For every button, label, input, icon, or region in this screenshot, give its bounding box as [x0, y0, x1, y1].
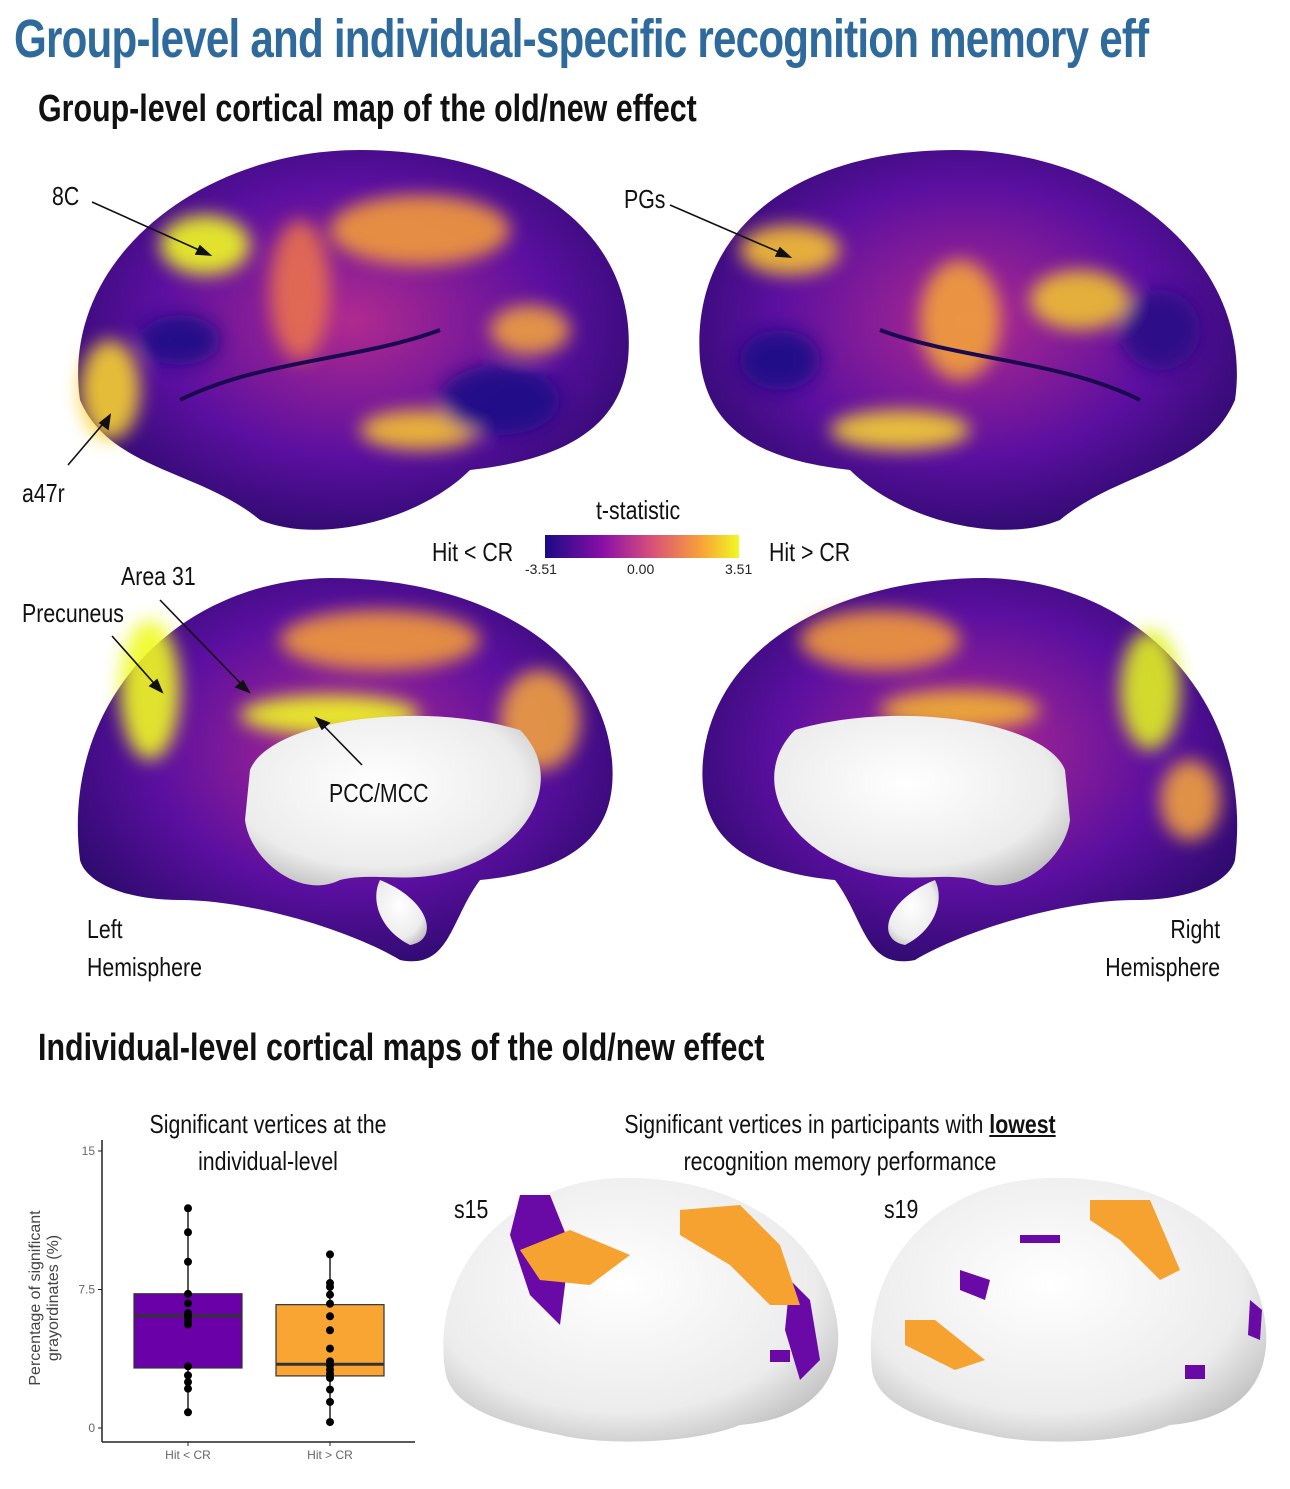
subjects-title-emphasis: lowest	[989, 1109, 1056, 1139]
data-point	[184, 1257, 192, 1266]
data-point	[184, 1384, 192, 1393]
boxplot-title: Significant vertices at the individual-l…	[118, 1106, 418, 1180]
data-point	[326, 1344, 334, 1353]
boxplot-title-line2: individual-level	[198, 1146, 338, 1176]
data-point	[326, 1312, 334, 1321]
data-point	[326, 1290, 334, 1299]
data-point	[184, 1362, 192, 1371]
label-pcc-mcc: PCC/MCC	[329, 778, 429, 808]
label-a47r: a47r	[22, 478, 65, 508]
data-point	[184, 1204, 192, 1213]
subject-label-s19: s19	[884, 1194, 919, 1224]
y-axis-label-line1: Percentage of significant	[27, 1210, 44, 1386]
subject-s19-brain	[870, 1177, 1267, 1442]
colorbar-tick-mid: 0.00	[627, 561, 655, 577]
colorbar-tick-max: 3.51	[725, 561, 753, 577]
subject-label-s15: s15	[454, 1194, 489, 1224]
y-tick-label: 0	[88, 1421, 95, 1435]
data-point	[326, 1385, 334, 1394]
y-tick-label: 7.5	[78, 1283, 95, 1297]
colorbar	[545, 535, 739, 558]
individual-section-heading: Individual-level cortical maps of the ol…	[38, 1027, 765, 1069]
subjects-title: Significant vertices in participants wit…	[480, 1106, 1200, 1180]
right-lateral-brain	[699, 150, 1237, 530]
data-point	[184, 1371, 192, 1380]
data-point	[326, 1326, 334, 1335]
y-tick-label: 15	[82, 1144, 96, 1158]
right-medial-brain	[702, 578, 1238, 962]
boxplot-chart: 0 7.5 15 Hit < CR Hit > CR	[78, 1140, 415, 1462]
group-section-heading: Group-level cortical map of the old/new …	[38, 88, 697, 130]
left-lateral-brain	[78, 150, 629, 530]
data-point	[184, 1228, 192, 1237]
right-hemisphere-line1: Right	[1170, 914, 1220, 944]
label-precuneus: Precuneus	[22, 598, 124, 628]
x-tick-label: Hit < CR	[165, 1448, 211, 1462]
label-8c: 8C	[52, 181, 80, 211]
left-hemisphere-line1: Left	[87, 914, 123, 944]
data-point	[326, 1418, 334, 1427]
left-medial-brain	[77, 578, 613, 962]
subjects-title-line2: recognition memory performance	[683, 1146, 997, 1176]
data-point	[184, 1378, 192, 1387]
label-pgs: PGs	[624, 184, 666, 214]
right-hemisphere-label: Right Hemisphere	[1105, 910, 1220, 986]
data-point	[184, 1320, 192, 1329]
data-point	[326, 1250, 334, 1259]
boxplot-title-line1: Significant vertices at the	[149, 1109, 387, 1139]
label-area31: Area 31	[121, 561, 196, 591]
data-point	[184, 1289, 192, 1298]
boxplot-y-axis-label: Percentage of significant grayordinates …	[27, 1183, 63, 1413]
figure-title: Group-level and individual-specific reco…	[14, 9, 1149, 69]
subjects-title-prefix: Significant vertices in participants wit…	[624, 1109, 990, 1139]
left-hemisphere-label: Left Hemisphere	[87, 910, 202, 986]
colorbar-left-label: Hit < CR	[432, 537, 514, 567]
data-point	[184, 1408, 192, 1417]
annotation-arrows	[67, 201, 793, 766]
x-tick-label: Hit > CR	[307, 1448, 353, 1462]
y-axis-label-line2: grayordinates (%)	[45, 1234, 62, 1362]
subjects-title-line1: Significant vertices in participants wit…	[545, 1106, 1135, 1143]
colorbar-right-label: Hit > CR	[769, 537, 851, 567]
colorbar-title: t-statistic	[596, 495, 681, 525]
subject-s15-brain	[443, 1177, 839, 1442]
right-hemisphere-line2: Hemisphere	[1105, 952, 1220, 982]
data-point	[326, 1397, 334, 1406]
data-point	[184, 1299, 192, 1308]
data-point	[326, 1373, 334, 1382]
left-hemisphere-line2: Hemisphere	[87, 952, 202, 982]
colorbar-tick-min: -3.51	[525, 561, 557, 577]
data-point	[326, 1282, 334, 1291]
data-point	[326, 1299, 334, 1308]
